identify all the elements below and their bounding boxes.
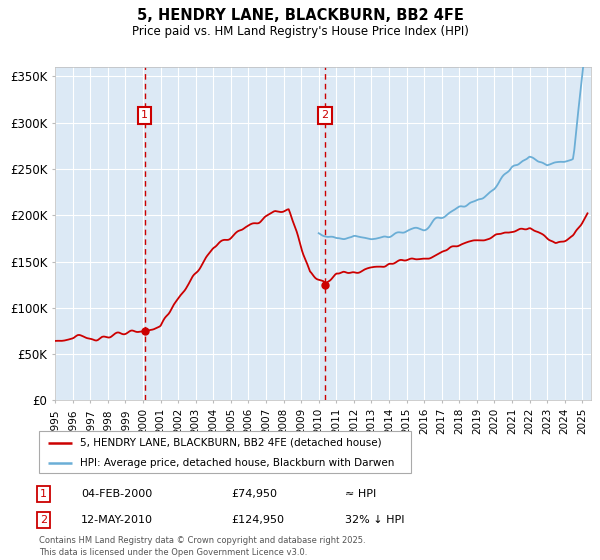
Text: Price paid vs. HM Land Registry's House Price Index (HPI): Price paid vs. HM Land Registry's House … <box>131 25 469 38</box>
Text: 2: 2 <box>40 515 47 525</box>
Text: 5, HENDRY LANE, BLACKBURN, BB2 4FE (detached house): 5, HENDRY LANE, BLACKBURN, BB2 4FE (deta… <box>80 437 382 447</box>
Text: 32% ↓ HPI: 32% ↓ HPI <box>345 515 404 525</box>
Text: 04-FEB-2000: 04-FEB-2000 <box>81 489 152 499</box>
Text: 12-MAY-2010: 12-MAY-2010 <box>81 515 153 525</box>
Text: £124,950: £124,950 <box>231 515 284 525</box>
Text: ≈ HPI: ≈ HPI <box>345 489 376 499</box>
Text: HPI: Average price, detached house, Blackburn with Darwen: HPI: Average price, detached house, Blac… <box>80 458 394 468</box>
Text: 5, HENDRY LANE, BLACKBURN, BB2 4FE: 5, HENDRY LANE, BLACKBURN, BB2 4FE <box>137 8 463 24</box>
Text: 1: 1 <box>40 489 47 499</box>
Text: Contains HM Land Registry data © Crown copyright and database right 2025.
This d: Contains HM Land Registry data © Crown c… <box>39 536 365 557</box>
Text: 1: 1 <box>141 110 148 120</box>
Text: £74,950: £74,950 <box>231 489 277 499</box>
Text: 2: 2 <box>322 110 329 120</box>
FancyBboxPatch shape <box>39 431 411 473</box>
